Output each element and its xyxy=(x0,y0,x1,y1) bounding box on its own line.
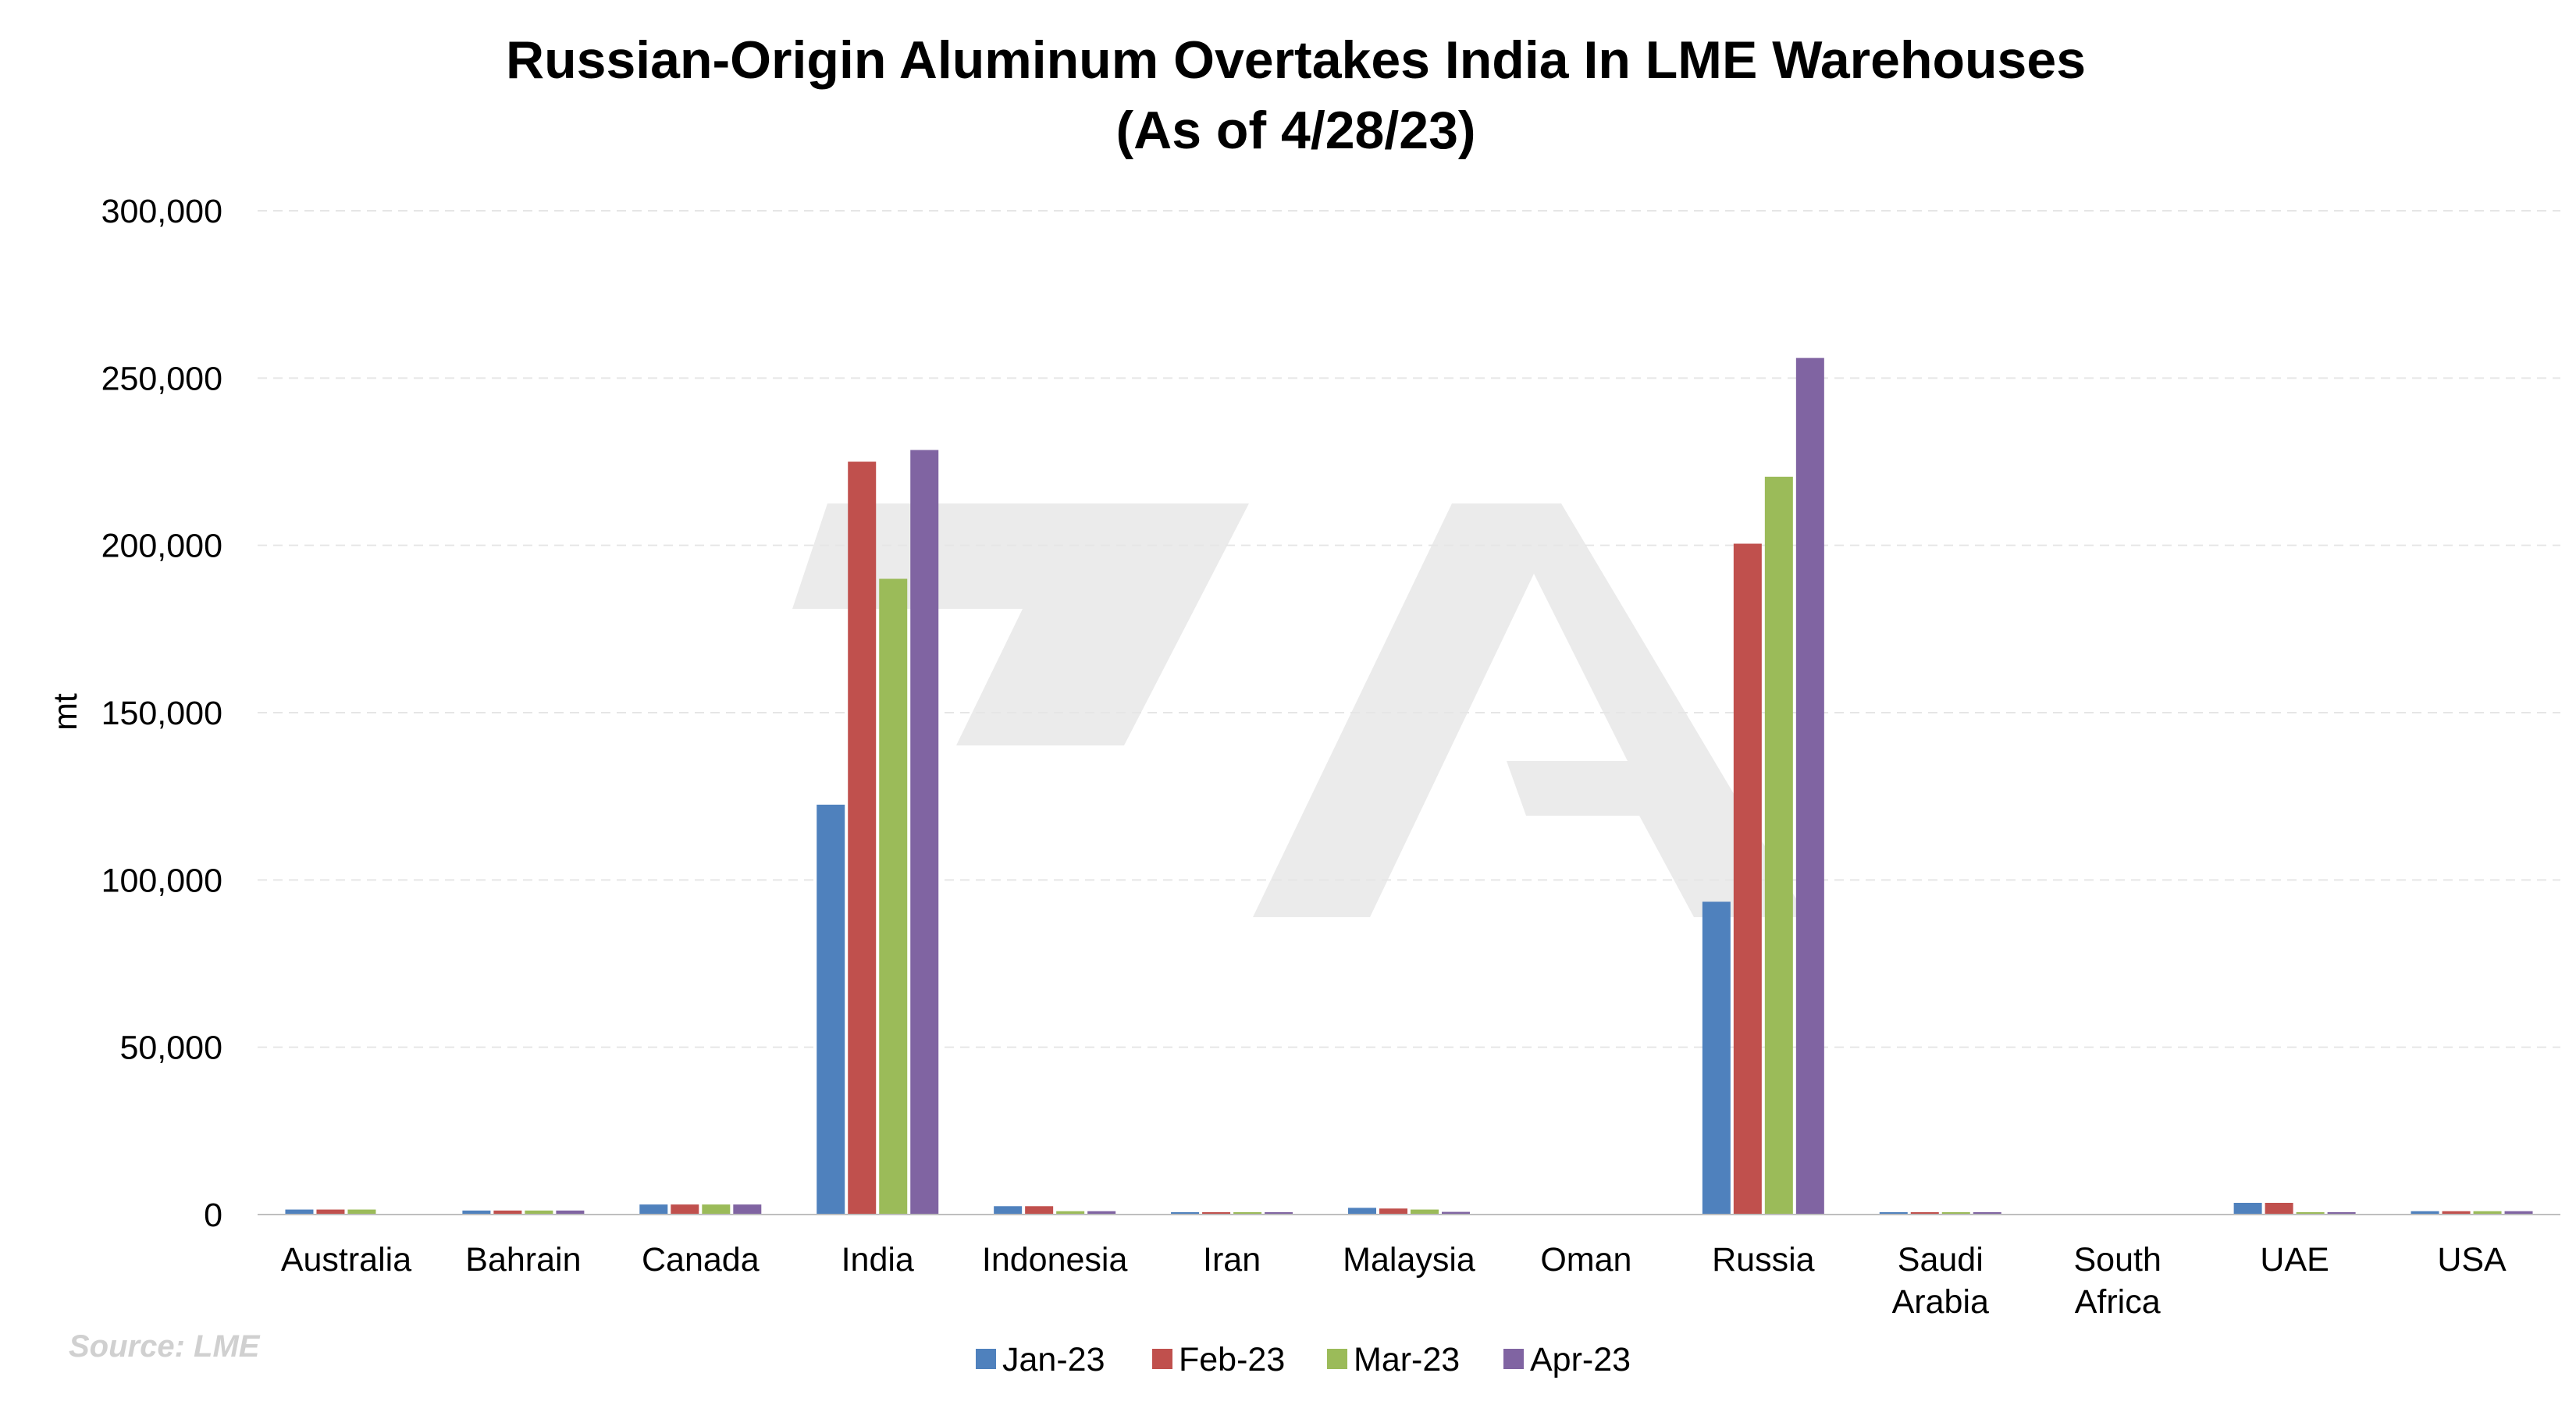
bar xyxy=(347,1209,376,1215)
legend: Jan-23 Feb-23 Mar-23 Apr-23 xyxy=(976,1341,1631,1378)
x-category-label: Australia xyxy=(281,1241,411,1279)
bar xyxy=(879,578,908,1215)
bar xyxy=(2411,1211,2439,1215)
legend-label: Apr-23 xyxy=(1530,1341,1631,1378)
bar xyxy=(2233,1202,2262,1215)
bar xyxy=(702,1204,731,1215)
y-tick-label: 50,000 xyxy=(119,1030,222,1067)
x-category-label: South xyxy=(2074,1241,2161,1279)
bar xyxy=(1733,543,1762,1215)
x-axis-categories: Australia Bahrain Canada India Indonesia Iran… xyxy=(281,1241,2507,1321)
bar xyxy=(1941,1212,1970,1215)
chart-title: Russian-Origin Aluminum Overtakes India … xyxy=(506,30,2086,90)
x-category-label: Oman xyxy=(1540,1241,1631,1279)
x-category-label: Bahrain xyxy=(465,1241,581,1279)
x-category-label: Indonesia xyxy=(982,1241,1128,1279)
legend-label: Feb-23 xyxy=(1179,1341,1285,1378)
bar xyxy=(994,1206,1023,1215)
x-category-label: UAE xyxy=(2260,1241,2329,1279)
legend-swatch xyxy=(1152,1349,1172,1369)
bar xyxy=(1764,476,1793,1215)
bar xyxy=(285,1209,314,1215)
x-category-label: Canada xyxy=(642,1241,760,1279)
bar xyxy=(639,1204,668,1215)
bar xyxy=(1442,1211,1470,1215)
bar xyxy=(1379,1208,1407,1215)
bars xyxy=(285,357,2533,1215)
bar xyxy=(316,1209,345,1215)
bar xyxy=(1171,1212,1200,1215)
x-category-label: Iran xyxy=(1203,1241,1261,1279)
chart-subtitle: (As of 4/28/23) xyxy=(1115,101,1475,160)
y-tick-label: 250,000 xyxy=(101,360,222,397)
bar xyxy=(848,461,877,1215)
bar xyxy=(525,1210,553,1215)
bar xyxy=(1348,1208,1376,1215)
y-tick-label: 150,000 xyxy=(101,695,222,732)
y-axis-ticks: 0 50,000 100,000 150,000 200,000 250,000 300,0… xyxy=(101,193,222,1234)
bar xyxy=(1087,1211,1116,1215)
bar xyxy=(462,1210,491,1215)
legend-swatch xyxy=(976,1349,996,1369)
bar xyxy=(910,450,939,1215)
x-category-label: Africa xyxy=(2075,1283,2161,1321)
x-category-label: India xyxy=(841,1241,914,1279)
bar xyxy=(1025,1206,1054,1215)
bar xyxy=(1265,1212,1293,1215)
y-tick-label: 100,000 xyxy=(101,862,222,899)
bar xyxy=(1973,1212,2001,1215)
y-tick-label: 0 xyxy=(204,1197,222,1234)
x-category-label: USA xyxy=(2437,1241,2507,1279)
bar xyxy=(1910,1212,1939,1215)
bar xyxy=(733,1204,762,1215)
gridlines xyxy=(258,210,2560,1048)
watermark-logo xyxy=(792,503,1807,917)
bar xyxy=(817,804,845,1215)
x-category-label: Arabia xyxy=(1892,1283,1989,1321)
bar xyxy=(1233,1212,1262,1215)
bar xyxy=(2296,1212,2325,1215)
bar xyxy=(493,1210,522,1215)
bar xyxy=(671,1204,699,1215)
legend-swatch xyxy=(1503,1349,1524,1369)
x-category-label: Russia xyxy=(1712,1241,1815,1279)
source-note: Source: LME xyxy=(69,1329,261,1364)
bar xyxy=(2327,1212,2356,1215)
y-tick-label: 300,000 xyxy=(101,193,222,230)
y-tick-label: 200,000 xyxy=(101,528,222,565)
bar xyxy=(1795,357,1824,1215)
y-axis-title: mt xyxy=(47,693,84,731)
bar xyxy=(2442,1211,2471,1215)
x-category-label: Saudi xyxy=(1898,1241,1984,1279)
legend-label: Mar-23 xyxy=(1354,1341,1460,1378)
bar xyxy=(1202,1212,1231,1215)
bar xyxy=(1411,1209,1439,1215)
legend-label: Jan-23 xyxy=(1002,1341,1105,1378)
bar xyxy=(1702,902,1731,1215)
bar xyxy=(1879,1212,1908,1215)
bar xyxy=(2265,1202,2293,1215)
bar xyxy=(556,1210,585,1215)
bar xyxy=(1056,1211,1085,1215)
legend-swatch xyxy=(1327,1349,1347,1369)
bar xyxy=(2473,1211,2502,1215)
bar xyxy=(2504,1211,2533,1215)
x-category-label: Malaysia xyxy=(1343,1241,1475,1279)
